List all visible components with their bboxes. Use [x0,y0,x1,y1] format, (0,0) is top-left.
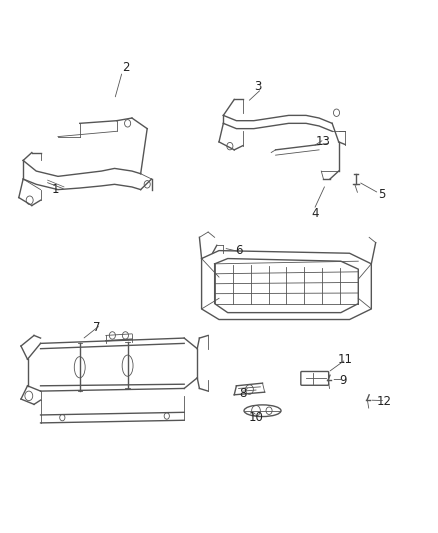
Text: 13: 13 [316,135,331,148]
Text: 4: 4 [311,207,318,220]
Text: 3: 3 [254,80,262,93]
Text: 11: 11 [338,353,353,366]
Text: 5: 5 [378,189,386,201]
Text: 7: 7 [93,321,101,334]
Text: 1: 1 [52,183,60,196]
Text: 6: 6 [235,244,242,257]
Text: 2: 2 [122,61,129,74]
Text: 9: 9 [339,374,347,387]
Text: 12: 12 [377,395,392,408]
Text: 10: 10 [248,411,263,424]
Text: 8: 8 [239,387,247,400]
